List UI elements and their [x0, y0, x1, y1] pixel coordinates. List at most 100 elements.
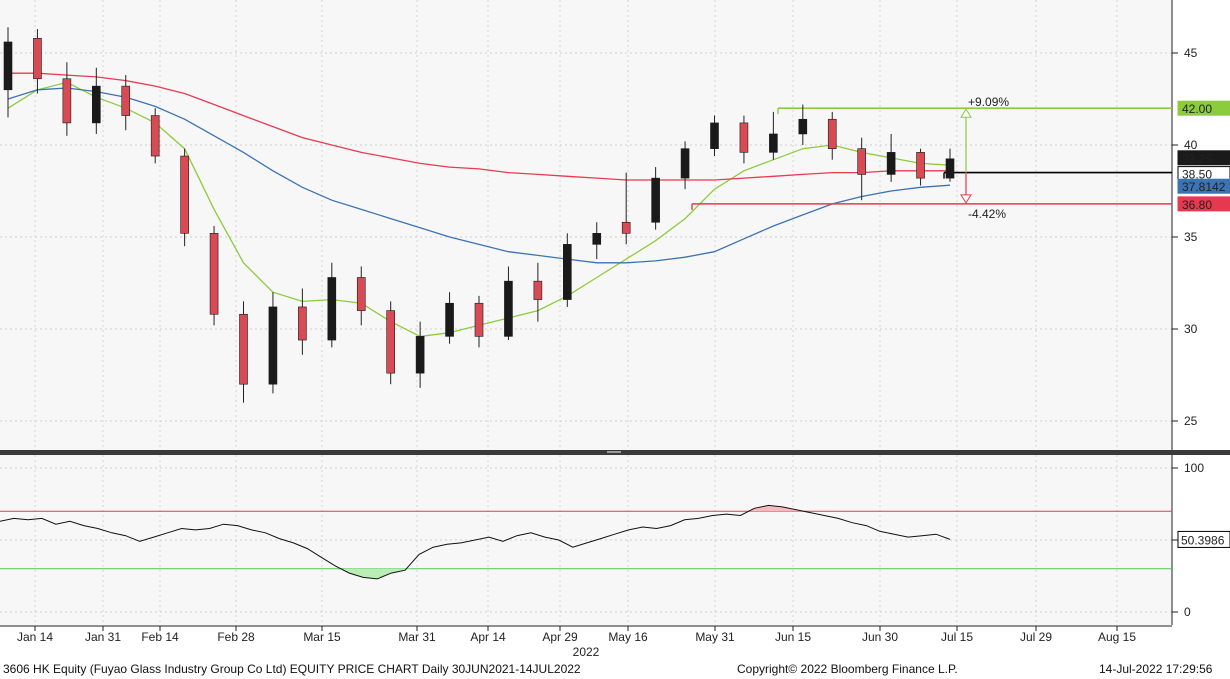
x-tick-label: Feb 28: [217, 630, 255, 644]
candle-body: [651, 177, 660, 223]
price-axis-tag-box: [1177, 196, 1230, 212]
x-tick-label: Jul 29: [1020, 630, 1052, 644]
candle-body: [3, 41, 13, 91]
candle-body: [621, 221, 631, 234]
x-tick-label: May 31: [695, 630, 735, 644]
candle: [504, 266, 513, 341]
candle: [150, 108, 160, 164]
upside-percent-label: +9.09%: [968, 95, 1009, 109]
candle: [651, 167, 660, 230]
candle: [769, 111, 778, 160]
candle: [62, 62, 72, 136]
candle: [180, 148, 189, 247]
moving-average-line: [8, 72, 950, 181]
candle-body: [710, 122, 719, 149]
x-tick-label: Jan 14: [17, 630, 53, 644]
candle: [857, 137, 866, 201]
candle: [298, 288, 307, 355]
candle-body: [739, 122, 749, 153]
candle: [121, 75, 131, 131]
candle-body: [327, 277, 337, 341]
moving-average-line: [7, 87, 951, 264]
candle-body: [150, 115, 160, 157]
candle: [739, 115, 749, 164]
x-year-label: 2022: [573, 645, 600, 659]
price-axis-tag: 36.80: [1177, 196, 1230, 212]
downside-percent-label: -4.42%: [968, 207, 1006, 221]
candle-body: [916, 152, 925, 179]
x-tick-label: Jun 15: [775, 630, 811, 644]
candle: [33, 29, 42, 94]
candle: [592, 222, 602, 260]
price-axis-tag-label: 38.50: [1182, 168, 1212, 182]
candle: [680, 141, 690, 190]
candle-body: [298, 306, 307, 341]
price-y-tick-label: 45: [1184, 46, 1198, 60]
price-axis-tag: 38.50: [1177, 166, 1230, 182]
candle-body: [827, 118, 837, 149]
chart-footer-timestamp: 14-Jul-2022 17:29:56: [1099, 662, 1213, 676]
candle-body: [180, 155, 189, 234]
rsi-line: [0, 504, 951, 580]
rsi-axis-tag-label: 50.3986: [1181, 533, 1225, 547]
candle-body: [239, 313, 248, 385]
candle: [92, 67, 101, 134]
x-tick-label: Mar 15: [303, 630, 341, 644]
x-tick-label: Apr 14: [470, 630, 506, 644]
x-tick-label: Jan 31: [85, 630, 121, 644]
candle-body: [62, 78, 72, 124]
price-y-tick-label: 30: [1184, 322, 1198, 336]
rsi-y-tick-label: 100: [1184, 461, 1204, 475]
candle-body: [209, 233, 219, 315]
candle-body: [592, 233, 602, 245]
price-axis-tag-label: 42.00: [1182, 102, 1212, 116]
x-tick-label: Mar 31: [398, 630, 436, 644]
price-axis-tag-box: [1177, 150, 1230, 166]
price-axis-tag: 39.25: [1177, 150, 1230, 166]
candle-body: [445, 302, 454, 337]
price-y-tick-label: 40: [1184, 138, 1198, 152]
price-axis-tag-label: 37.8142: [1182, 180, 1226, 194]
x-tick-label: Feb 14: [141, 630, 179, 644]
candle: [827, 111, 837, 160]
price-plot-background: [0, 0, 1172, 450]
price-axis-tag: 42.00: [1177, 100, 1230, 116]
candle: [945, 148, 955, 182]
candle-body: [886, 152, 896, 175]
candle: [798, 104, 808, 145]
candle: [239, 301, 248, 403]
rsi-axis-tag-box: [1177, 530, 1230, 548]
price-axis-tag: 37.8142: [1177, 178, 1230, 194]
x-tick-label: Jul 15: [941, 630, 973, 644]
candle: [3, 27, 13, 118]
candle-body: [504, 280, 513, 337]
price-axis-tag-label: 39.25: [1182, 152, 1212, 166]
candle: [415, 321, 425, 388]
candle: [710, 115, 719, 157]
chart-footer-title: 3606 HK Equity (Fuyao Glass Industry Gro…: [3, 662, 581, 676]
candle-body: [268, 306, 278, 385]
candle: [621, 172, 631, 245]
candle-body: [563, 244, 572, 300]
rsi-axis-tag: 50.3986: [1177, 530, 1230, 548]
candle-body: [33, 37, 42, 80]
candle-body: [680, 148, 690, 179]
candle: [563, 233, 572, 307]
candle-body: [474, 302, 484, 337]
x-tick-label: May 16: [608, 630, 648, 644]
candle-body: [356, 277, 366, 311]
candle: [327, 262, 337, 348]
candle: [268, 292, 278, 394]
candle-body: [386, 310, 395, 374]
candle-body: [533, 280, 543, 300]
downside-arrow-head: [960, 194, 972, 204]
price-axis-tag-box: [1177, 100, 1230, 116]
candle-body: [121, 85, 131, 116]
candle: [533, 262, 543, 322]
price-axis-tag-box: [1177, 178, 1230, 194]
candle-body: [798, 118, 808, 135]
candle-body: [769, 133, 778, 153]
x-tick-label: Aug 15: [1098, 630, 1136, 644]
candle-body: [945, 158, 955, 179]
